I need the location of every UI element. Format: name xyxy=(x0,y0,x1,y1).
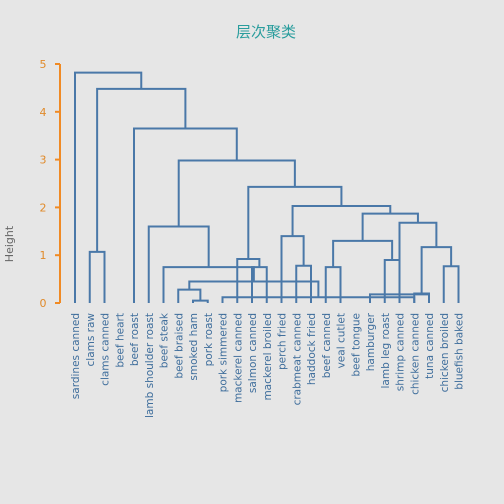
leaf-label: mackerel broiled xyxy=(262,313,274,401)
leaf-label: salmon canned xyxy=(247,313,259,393)
y-tick-label: 1 xyxy=(40,249,47,262)
leaf-label: pork simmered xyxy=(218,313,230,392)
branch-c16 xyxy=(280,235,305,303)
leaf-label: smoked ham xyxy=(188,313,200,381)
leaf-label: beef heart xyxy=(114,313,126,368)
leaf-label: shrimp canned xyxy=(395,313,407,391)
y-tick-label: 5 xyxy=(40,58,47,71)
leaf-label: beef canned xyxy=(321,313,333,378)
branch-c18 xyxy=(398,221,438,303)
leaf-label: mackerel canned xyxy=(232,313,244,403)
branch-c1 xyxy=(192,299,209,303)
leaf-label: hamburger xyxy=(365,312,377,371)
branch-c5 xyxy=(188,280,320,298)
branch-c21 xyxy=(247,185,343,260)
leaf-label: tuna canned xyxy=(424,313,436,379)
leaf-label: chicken broiled xyxy=(439,313,451,392)
leaf-label: veal cutlet xyxy=(336,313,348,368)
leaf-label: pork roast xyxy=(203,313,215,366)
leaf-label: clams raw xyxy=(85,313,97,367)
branch-c22 xyxy=(177,159,296,227)
leaf-label: sardines canned xyxy=(70,313,82,399)
y-tick-label: 2 xyxy=(40,201,47,214)
y-tick-label: 0 xyxy=(40,297,47,310)
branch-c15 xyxy=(332,239,394,268)
leaf-label: crabmeat canned xyxy=(291,313,303,405)
leaf-label: haddock fried xyxy=(306,313,318,385)
branch-c13 xyxy=(88,250,106,303)
branch-c20 xyxy=(291,204,392,237)
y-axis: 0 1 2 3 4 5 xyxy=(40,58,61,310)
leaf-label: beef tongue xyxy=(350,313,362,377)
leaf-label: beef steak xyxy=(159,312,171,368)
leaf-label: bluefish baked xyxy=(454,313,466,390)
leaf-label: perch fried xyxy=(277,313,289,370)
branch-c25 xyxy=(74,71,143,303)
leaf-labels: sardines canned clams raw clams canned beef… xyxy=(70,312,466,418)
leaf-label: beef roast xyxy=(129,313,141,366)
y-axis-label: Height xyxy=(3,225,16,262)
y-tick-label: 4 xyxy=(40,106,47,119)
branch-c11 xyxy=(442,265,460,303)
leaf-label: lamb shoulder roast xyxy=(144,313,156,418)
leaf-label: beef braised xyxy=(173,313,185,379)
y-tick-label: 3 xyxy=(40,154,47,167)
dendrogram-branches xyxy=(74,71,460,303)
leaf-label: clams canned xyxy=(100,313,112,386)
branch-c14 xyxy=(420,246,453,294)
chart-title: 层次聚类 xyxy=(236,23,296,41)
leaf-label: chicken canned xyxy=(409,313,421,395)
leaf-label: lamb leg roast xyxy=(380,313,392,389)
branch-c19 xyxy=(361,212,419,241)
